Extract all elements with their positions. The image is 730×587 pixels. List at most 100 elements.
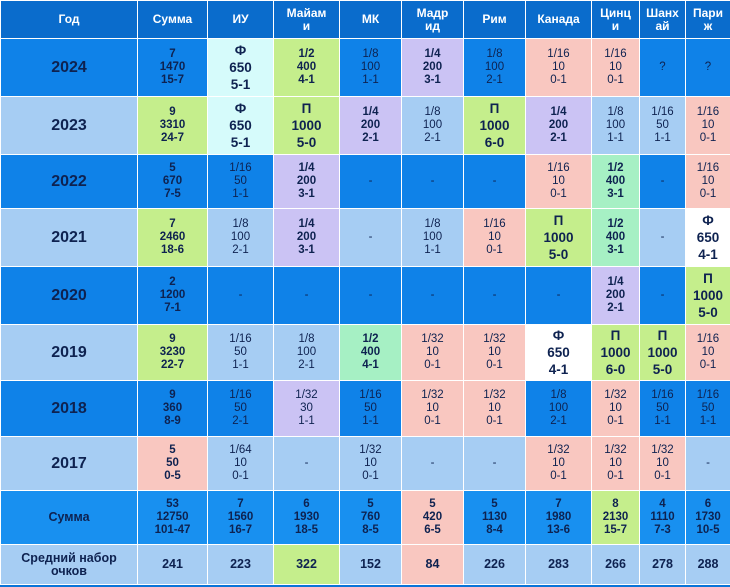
stat-cell: 1/8 100 2-1 bbox=[463, 38, 526, 97]
cell-line: П bbox=[657, 328, 668, 343]
sum-cell: 6 1930 18-5 bbox=[273, 490, 340, 545]
stat-cell: 1/16 50 1-1 bbox=[207, 154, 274, 209]
stat-cell: Ф 650 5-1 bbox=[207, 96, 274, 155]
cell-line: 3-1 bbox=[298, 244, 315, 256]
cell-line: 10 bbox=[552, 61, 565, 73]
cell-line: 8 bbox=[612, 498, 619, 510]
cell-line: 1730 bbox=[695, 511, 721, 523]
cell-line: 1/2 bbox=[607, 162, 624, 174]
cell-line: - bbox=[430, 289, 435, 301]
cell-line: 2-1 bbox=[486, 74, 503, 86]
stat-cell: 1/16 10 0-1 bbox=[463, 208, 526, 267]
cell-line: 400 bbox=[296, 61, 317, 73]
stat-cell: 9 3230 22-7 bbox=[137, 324, 208, 381]
cell-line: 101-47 bbox=[154, 524, 191, 536]
cell-line: 16-7 bbox=[228, 524, 253, 536]
cell-line: 18-5 bbox=[294, 524, 319, 536]
stat-cell: - bbox=[339, 208, 402, 267]
header-row: Год Сумма ИУ Майам и МК Мадр ид Рим Канада Цинц и Ша… bbox=[0, 0, 730, 39]
year-cell: 2017 bbox=[0, 436, 138, 491]
year-cell: 2021 bbox=[0, 208, 138, 267]
cell-line: - bbox=[368, 289, 373, 301]
cell-line: - bbox=[556, 289, 561, 301]
stat-cell: ? bbox=[639, 38, 686, 97]
cell-line: 10 bbox=[488, 346, 501, 358]
stat-cell: 1/32 10 0-1 bbox=[401, 324, 464, 381]
year-row: 2021 7 2460 18-6 1/8 100 2-1 1/4 200 3-1-1/8 100 1-… bbox=[0, 208, 730, 267]
cell-line: ай bbox=[655, 18, 670, 33]
cell-line: - bbox=[368, 175, 373, 187]
cell-line: - bbox=[492, 175, 497, 187]
cell-line: 1/16 bbox=[696, 333, 720, 345]
cell-line: 6 bbox=[303, 498, 310, 510]
cell-line: 10 bbox=[234, 457, 247, 469]
cell-line: 9 bbox=[169, 106, 176, 118]
year-row: 2020 2 1200 7-1- - - - - -1/4 200 2-1- П 1000 5-0 bbox=[0, 266, 730, 325]
cell-line: Ф bbox=[234, 101, 247, 116]
stat-cell: 1/4 200 3-1 bbox=[273, 154, 340, 209]
cell-line: 1-1 bbox=[699, 415, 717, 427]
cell-line: 7 bbox=[237, 498, 244, 510]
cell-line: ? bbox=[659, 61, 666, 73]
cell-line: 1/32 bbox=[651, 444, 674, 456]
cell-line: 400 bbox=[605, 231, 626, 243]
cell-line: 7-5 bbox=[164, 188, 181, 200]
cell-line: 10 bbox=[552, 457, 565, 469]
stat-cell: П 1000 5-0 bbox=[273, 96, 340, 155]
cell-line: 670 bbox=[162, 175, 183, 187]
cell-line: 1/16 bbox=[229, 389, 252, 401]
stat-cell: 1/16 10 0-1 bbox=[685, 324, 730, 381]
cell-line: 5 bbox=[169, 444, 176, 456]
cell-line: 53 bbox=[166, 498, 179, 510]
cell-line: 1/16 bbox=[229, 333, 252, 345]
cell-line: 1000 bbox=[479, 118, 510, 133]
year-row: 2019 9 3230 22-7 1/16 50 1-1 1/8 100 2-1 1/2 400 4-1… bbox=[0, 324, 730, 381]
stat-cell: 1/8 100 1-1 bbox=[591, 96, 640, 155]
stat-cell: 9 3310 24-7 bbox=[137, 96, 208, 155]
cell-line: 1000 bbox=[647, 345, 678, 360]
cell-line: очков bbox=[51, 563, 87, 578]
sum-cell: 53 12750 101-47 bbox=[137, 490, 208, 545]
stat-cell: - bbox=[463, 154, 526, 209]
stat-cell: 1/16 50 2-1 bbox=[207, 380, 274, 437]
year-cell: 2020 bbox=[0, 266, 138, 325]
stat-cell: 1/32 10 0-1 bbox=[591, 436, 640, 491]
sum-cell: 7 1980 13-6 bbox=[525, 490, 592, 545]
cell-line: 6 bbox=[704, 498, 712, 510]
cell-line: 7-1 bbox=[164, 302, 181, 314]
cell-line: Год bbox=[58, 12, 80, 26]
sum-cell: 5 760 8-5 bbox=[339, 490, 402, 545]
cell-line: 1130 bbox=[482, 511, 507, 523]
cell-line: 1/16 bbox=[604, 48, 627, 60]
stat-cell: 1/8 100 2-1 bbox=[273, 324, 340, 381]
cell-line: 1/8 bbox=[550, 389, 567, 401]
stat-cell: П 1000 6-0 bbox=[463, 96, 526, 155]
cell-line: ? bbox=[704, 61, 712, 73]
cell-line: и bbox=[302, 18, 311, 33]
cell-line: 9 bbox=[169, 333, 176, 345]
cell-line: 5-0 bbox=[296, 135, 317, 150]
cell-line: 1/32 bbox=[483, 389, 506, 401]
cell-line: 1/4 bbox=[424, 48, 441, 60]
cell-line: 15-7 bbox=[160, 74, 185, 86]
cell-line: Пари bbox=[692, 5, 723, 20]
cell-line: 1/32 bbox=[604, 389, 627, 401]
sum-cell: 5 1130 8-4 bbox=[463, 490, 526, 545]
cell-line: 0-1 bbox=[232, 470, 249, 482]
cell-line: 100 bbox=[548, 402, 569, 414]
cell-line: 1/16 bbox=[229, 162, 252, 174]
column-header: Шанх ай bbox=[639, 0, 686, 39]
cell-line: 200 bbox=[422, 61, 443, 73]
stat-cell: - bbox=[685, 436, 730, 491]
cell-line: 1/16 bbox=[696, 162, 720, 174]
cell-line: 2460 bbox=[159, 231, 186, 243]
cell-line: 100 bbox=[230, 231, 251, 243]
cell-line: 3-1 bbox=[298, 188, 315, 200]
cell-line: 1200 bbox=[159, 289, 186, 301]
cell-line: 1000 bbox=[543, 230, 574, 245]
sum-cell: 4 1110 7-3 bbox=[639, 490, 686, 545]
year-row: 2017 5 50 0-5 1/64 10 0-1-1/32 10 0-1- -1/32 10 0-1… bbox=[0, 436, 730, 491]
cell-line: 18-6 bbox=[160, 244, 185, 256]
stat-cell: 5 50 0-5 bbox=[137, 436, 208, 491]
stat-cell: 1/8 100 2-1 bbox=[525, 380, 592, 437]
